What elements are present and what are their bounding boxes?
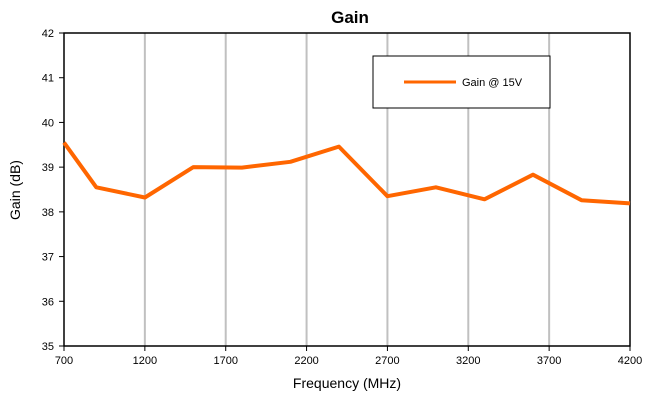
y-tick-label: 39	[42, 162, 54, 174]
x-tick-label: 2200	[294, 355, 318, 367]
y-axis-ticks: 35 36 37 38 39 40 41 42	[42, 28, 64, 353]
series-group	[62, 141, 631, 206]
x-tick-label: 2700	[375, 355, 399, 367]
y-tick-label: 37	[42, 252, 54, 264]
legend: Gain @ 15V	[372, 55, 551, 109]
x-tick-label: 1200	[133, 355, 157, 367]
plot-area	[63, 32, 631, 347]
y-tick-label: 40	[42, 117, 54, 129]
x-tick-label: 1700	[213, 355, 237, 367]
x-axis-ticks: 700 1200 1700 2200 2700 3200 3700 4200	[55, 346, 642, 367]
chart-title: Gain	[331, 8, 369, 27]
y-tick-label: 42	[42, 28, 54, 40]
y-tick-label: 36	[42, 296, 54, 308]
x-tick-label: 3200	[456, 355, 480, 367]
y-tick-label: 38	[42, 207, 54, 219]
x-tick-label: 4200	[618, 355, 642, 367]
y-tick-label: 35	[42, 341, 54, 353]
x-tick-label: 3700	[537, 355, 561, 367]
legend-box	[372, 55, 551, 109]
legend-label: Gain @ 15V	[462, 77, 523, 89]
x-tick-label: 700	[55, 355, 73, 367]
y-axis-title: Gain (dB)	[7, 160, 23, 220]
x-axis-title: Frequency (MHz)	[293, 375, 401, 391]
series-line-0	[62, 141, 631, 206]
y-tick-label: 41	[42, 73, 54, 85]
